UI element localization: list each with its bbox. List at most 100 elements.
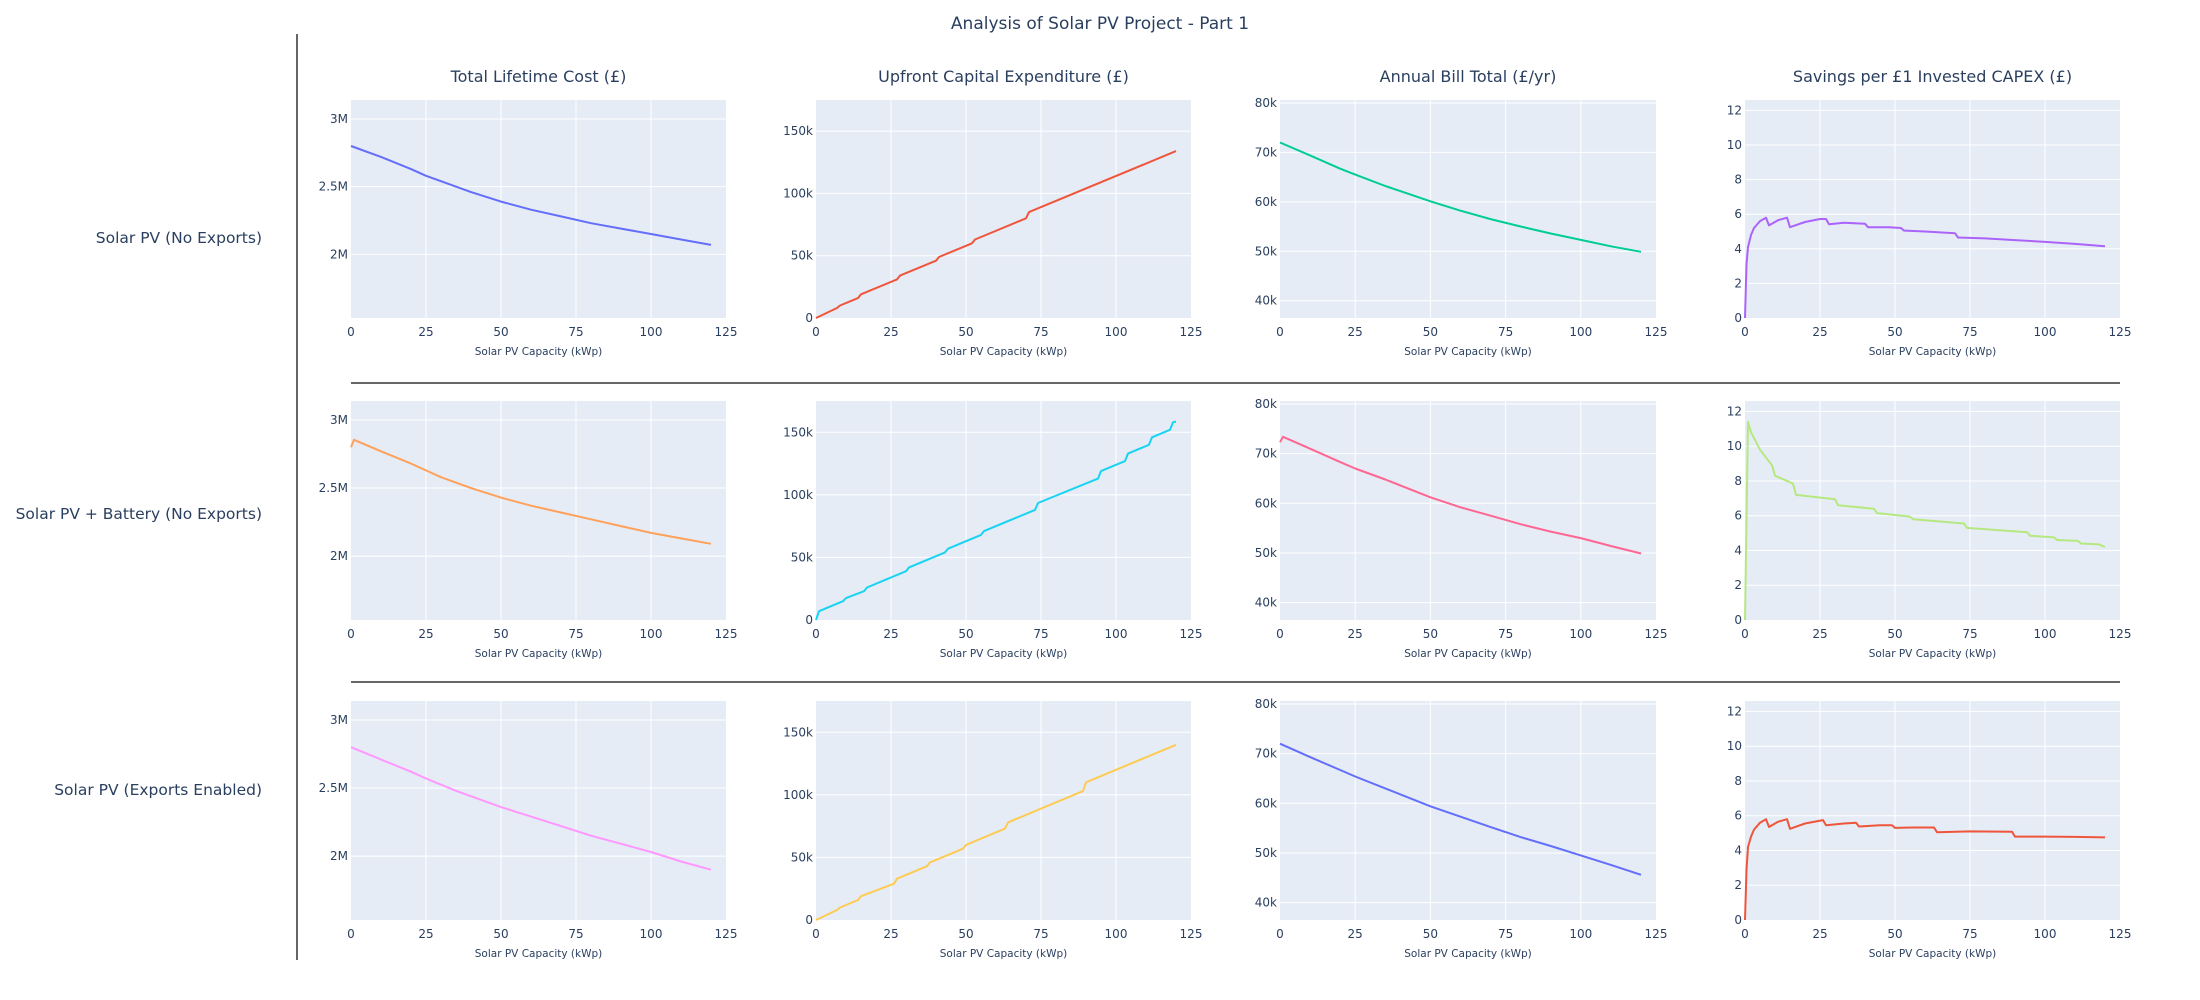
x-tick-label: 50 — [1887, 325, 1902, 339]
column-title-upfront-capex: Upfront Capital Expenditure (£) — [878, 67, 1129, 86]
x-tick-label: 0 — [347, 627, 355, 641]
x-tick-label: 50 — [1887, 627, 1902, 641]
y-tick-label: 2 — [1734, 878, 1742, 892]
x-tick-label: 25 — [1812, 325, 1827, 339]
x-tick-label: 25 — [883, 927, 898, 941]
x-tick-label: 50 — [958, 927, 973, 941]
x-tick-label: 25 — [1348, 325, 1363, 339]
y-tick-label: 50k — [791, 550, 813, 564]
y-tick-label: 150k — [783, 124, 813, 138]
y-tick-label: 70k — [1255, 747, 1277, 761]
x-tick-label: 125 — [2109, 927, 2132, 941]
x-tick-label: 25 — [1348, 927, 1363, 941]
x-tick-label: 75 — [1033, 927, 1048, 941]
y-tick-label: 2M — [330, 549, 348, 563]
y-tick-label: 10 — [1727, 739, 1742, 753]
x-tick-label: 25 — [418, 325, 433, 339]
x-tick-label: 125 — [1645, 627, 1668, 641]
y-tick-label: 2.5M — [319, 180, 348, 194]
y-tick-label: 2 — [1734, 578, 1742, 592]
y-tick-label: 6 — [1734, 207, 1742, 221]
y-tick-label: 2.5M — [319, 781, 348, 795]
x-axis-label: Solar PV Capacity (kWp) — [1404, 346, 1532, 358]
y-tick-label: 50k — [1255, 244, 1277, 258]
x-tick-label: 25 — [883, 627, 898, 641]
y-tick-label: 4 — [1734, 843, 1742, 857]
x-tick-label: 100 — [2034, 325, 2057, 339]
y-tick-label: 3M — [330, 413, 348, 427]
y-tick-label: 2.5M — [319, 481, 348, 495]
x-tick-label: 100 — [1569, 627, 1592, 641]
x-tick-label: 25 — [418, 627, 433, 641]
y-tick-label: 100k — [783, 186, 813, 200]
y-tick-label: 6 — [1734, 509, 1742, 523]
x-tick-label: 125 — [1180, 325, 1203, 339]
series-line — [350, 438, 712, 545]
y-tick-label: 10 — [1727, 439, 1742, 453]
y-tick-label: 4 — [1734, 242, 1742, 256]
x-tick-label: 50 — [958, 325, 973, 339]
x-tick-label: 75 — [568, 627, 583, 641]
y-tick-label: 150k — [783, 425, 813, 439]
x-axis-label: Solar PV Capacity (kWp) — [1404, 948, 1532, 960]
y-tick-label: 6 — [1734, 809, 1742, 823]
x-tick-label: 125 — [1180, 627, 1203, 641]
series-line — [815, 743, 1177, 921]
x-tick-label: 50 — [1423, 627, 1438, 641]
x-axis-label: Solar PV Capacity (kWp) — [940, 948, 1068, 960]
x-tick-label: 50 — [493, 325, 508, 339]
series-line — [350, 145, 712, 246]
x-tick-label: 100 — [640, 325, 663, 339]
y-tick-label: 10 — [1727, 138, 1742, 152]
x-tick-label: 0 — [1276, 627, 1284, 641]
y-tick-label: 40k — [1255, 896, 1277, 910]
x-tick-label: 50 — [493, 627, 508, 641]
x-axis-label: Solar PV Capacity (kWp) — [475, 948, 603, 960]
y-tick-label: 3M — [330, 112, 348, 126]
x-tick-label: 75 — [1498, 927, 1513, 941]
x-tick-label: 25 — [1348, 627, 1363, 641]
x-tick-label: 50 — [1423, 325, 1438, 339]
figure-title: Analysis of Solar PV Project - Part 1 — [950, 14, 1250, 34]
x-tick-label: 100 — [640, 927, 663, 941]
x-tick-label: 125 — [2109, 627, 2132, 641]
x-tick-label: 50 — [958, 627, 973, 641]
x-tick-label: 25 — [1812, 627, 1827, 641]
x-tick-label: 100 — [1105, 927, 1128, 941]
y-tick-label: 8 — [1734, 173, 1742, 187]
plot-area — [1280, 100, 1656, 318]
y-tick-label: 100k — [783, 488, 813, 502]
plot-area — [816, 701, 1191, 920]
plot-area — [1745, 100, 2120, 318]
row-divider-2 — [351, 681, 2120, 683]
y-tick-label: 3M — [330, 713, 348, 727]
x-axis-label: Solar PV Capacity (kWp) — [1869, 346, 1997, 358]
y-tick-label: 80k — [1255, 397, 1277, 411]
column-title-annual-bill: Annual Bill Total (£/yr) — [1379, 67, 1557, 86]
x-axis-label: Solar PV Capacity (kWp) — [940, 346, 1068, 358]
x-tick-label: 25 — [883, 325, 898, 339]
row-label-solar-pv-no-exports: Solar PV (No Exports) — [95, 229, 262, 247]
x-tick-label: 100 — [1569, 325, 1592, 339]
x-axis-label: Solar PV Capacity (kWp) — [475, 648, 603, 660]
x-tick-label: 50 — [1887, 927, 1902, 941]
x-tick-label: 75 — [568, 325, 583, 339]
x-tick-label: 125 — [1645, 927, 1668, 941]
y-tick-label: 60k — [1255, 195, 1277, 209]
series-line — [1744, 216, 2106, 319]
x-tick-label: 25 — [418, 927, 433, 941]
x-axis-label: Solar PV Capacity (kWp) — [1869, 948, 1997, 960]
x-tick-label: 75 — [1498, 627, 1513, 641]
x-tick-label: 0 — [812, 325, 820, 339]
y-tick-label: 60k — [1255, 496, 1277, 510]
y-tick-label: 70k — [1255, 447, 1277, 461]
y-tick-label: 0 — [1734, 913, 1742, 927]
series-line — [1279, 435, 1642, 555]
x-tick-label: 0 — [1741, 627, 1749, 641]
x-tick-label: 100 — [1569, 927, 1592, 941]
x-tick-label: 125 — [1180, 927, 1203, 941]
x-tick-label: 0 — [347, 325, 355, 339]
x-tick-label: 100 — [1105, 325, 1128, 339]
row-label-solar-pv-battery-no-exports: Solar PV + Battery (No Exports) — [15, 505, 262, 523]
y-tick-label: 12 — [1727, 704, 1742, 718]
